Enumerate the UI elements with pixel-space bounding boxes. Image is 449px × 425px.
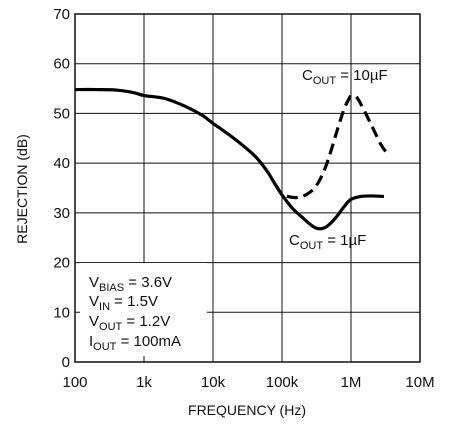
condition-vout-main: V — [89, 313, 99, 330]
condition-iout-rest: = 100mA — [116, 333, 181, 350]
series-line-10uf — [273, 93, 388, 200]
y-tick-label-6: 60 — [53, 56, 70, 73]
conditions-box: VBIAS = 3.6V VIN = 1.5V VOUT = 1.2V IOUT… — [80, 263, 207, 356]
y-tick-label-0: 0 — [62, 354, 70, 371]
y-tick-label-1: 10 — [53, 304, 70, 321]
condition-vbias-main: V — [89, 274, 99, 291]
condition-vbias-sub: BIAS — [99, 282, 124, 294]
condition-iout-main: I — [89, 333, 93, 350]
tick-layer: 100 1k 10k 100k 1M 10M 0 10 20 30 40 50 60 70 — [53, 6, 434, 391]
series-layer — [74, 87, 388, 231]
series-label-1uf-sub: OUT — [300, 240, 324, 252]
condition-vout-rest: = 1.2V — [122, 313, 170, 330]
y-axis-title: REJECTION (dB) — [14, 134, 30, 244]
condition-iout: IOUT = 100mA — [89, 333, 181, 353]
x-tick-label-1: 1k — [136, 374, 152, 391]
series-label-1uf-rest: = 1µF — [323, 232, 366, 249]
x-tick-label-0: 100 — [62, 374, 87, 391]
series-label-1uf: COUT = 1µF — [289, 232, 366, 252]
x-tick-label-4: 1M — [341, 374, 362, 391]
condition-vout: VOUT = 1.2V — [89, 313, 170, 333]
y-tick-label-7: 70 — [53, 6, 70, 23]
condition-vin-rest: = 1.5V — [110, 293, 158, 310]
condition-iout-sub: OUT — [93, 341, 117, 353]
condition-vin-main: V — [89, 293, 99, 310]
x-tick-label-3: 100k — [266, 374, 299, 391]
series-label-1uf-main: C — [289, 232, 300, 249]
y-tick-label-2: 20 — [53, 255, 70, 272]
condition-vout-sub: OUT — [99, 321, 123, 333]
y-tick-label-4: 40 — [53, 155, 70, 172]
plot-frame — [74, 13, 421, 363]
series-label-10uf-main: C — [302, 67, 313, 84]
y-tick-label-5: 50 — [53, 105, 70, 122]
series-label-10uf: COUT = 10µF — [302, 67, 388, 87]
x-tick-label-2: 10k — [201, 374, 226, 391]
series-line-1uf — [74, 87, 384, 231]
series-label-10uf-rest: = 10µF — [336, 67, 388, 84]
condition-vin: VIN = 1.5V — [89, 293, 158, 313]
x-tick-label-5: 10M — [405, 374, 434, 391]
y-tick-label-3: 30 — [53, 205, 70, 222]
condition-vbias-rest: = 3.6V — [124, 274, 172, 291]
x-axis-title: FREQUENCY (Hz) — [188, 402, 306, 418]
condition-vbias: VBIAS = 3.6V — [89, 274, 172, 294]
series-label-10uf-sub: OUT — [313, 75, 337, 87]
frame-layer — [74, 13, 421, 363]
condition-vin-sub: IN — [99, 301, 110, 313]
